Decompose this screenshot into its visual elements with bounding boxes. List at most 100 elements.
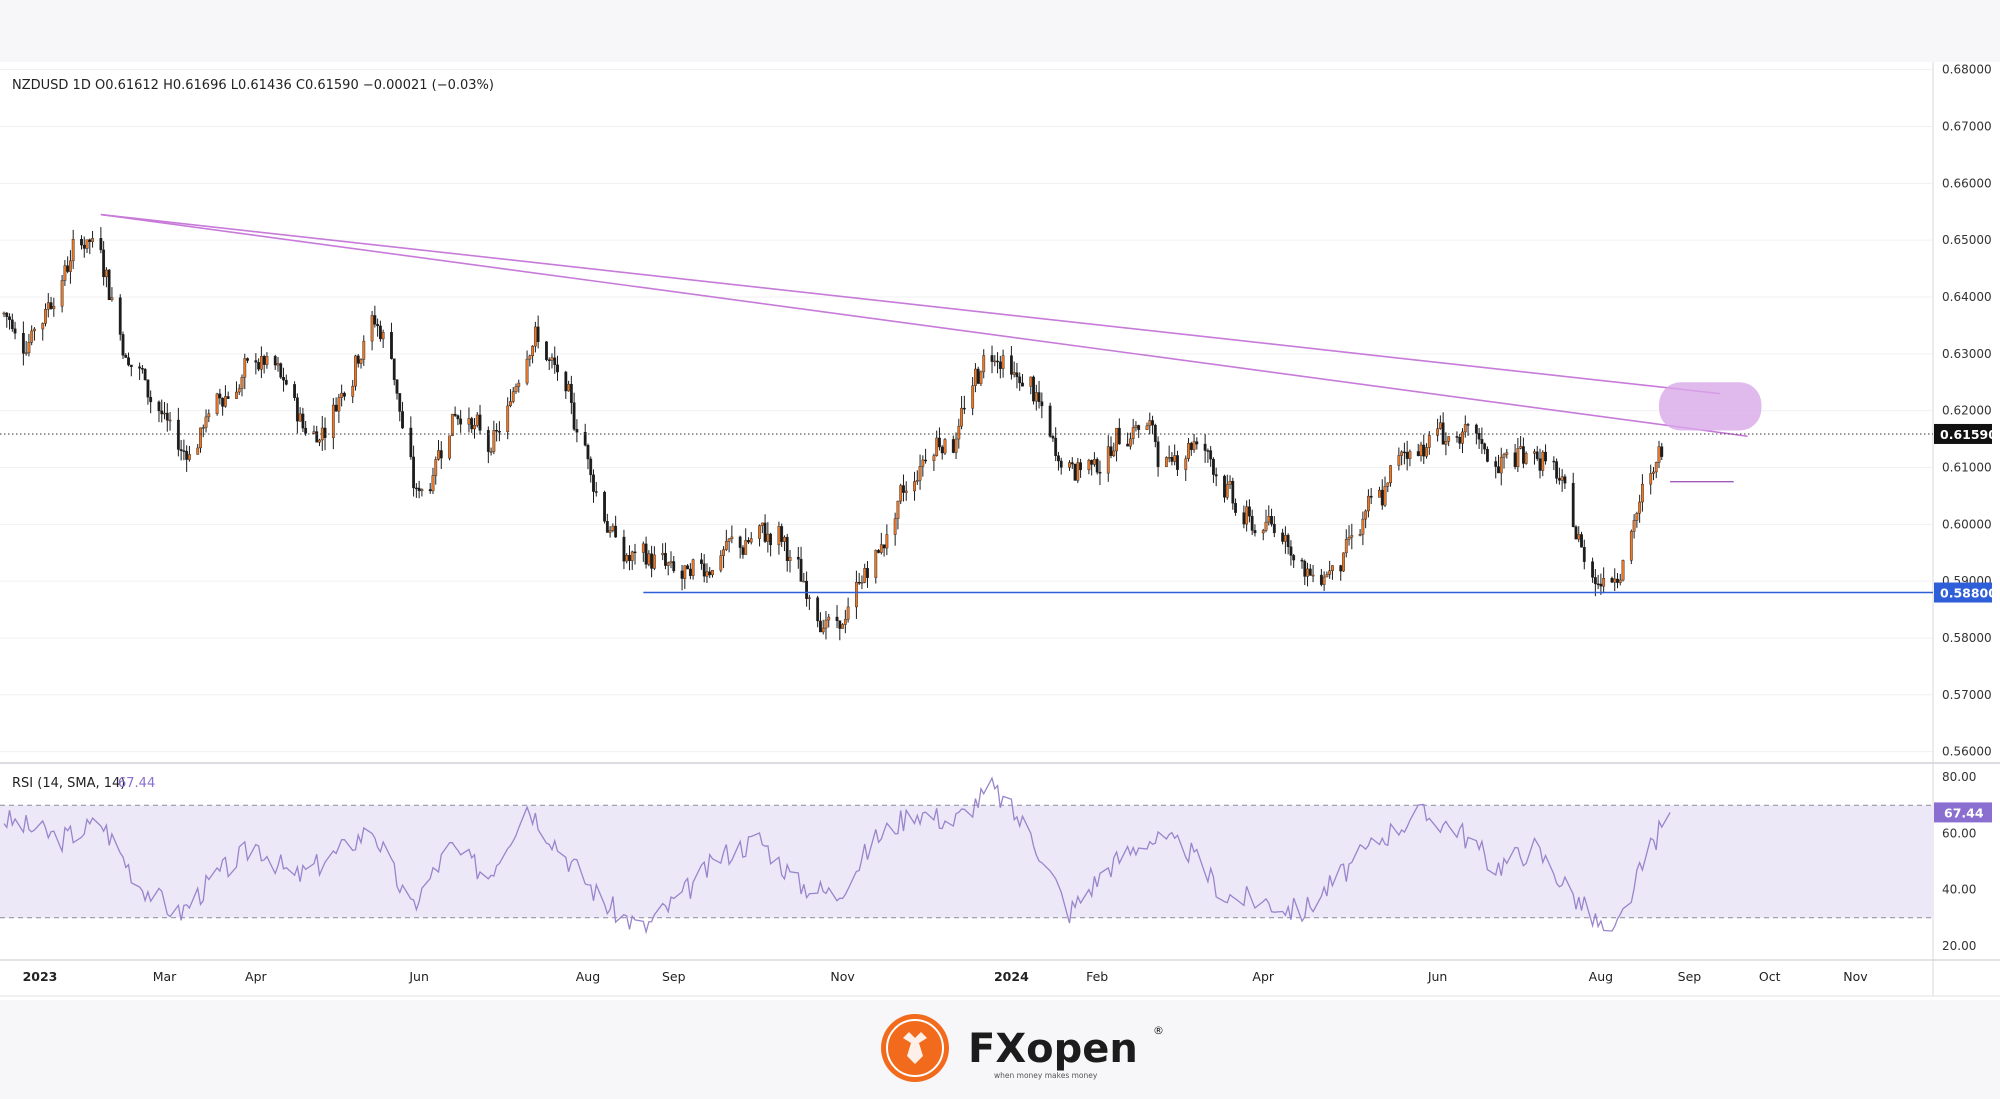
candle-body	[1541, 451, 1545, 471]
candle	[1057, 451, 1060, 471]
candle-body	[545, 341, 548, 360]
candle-body	[157, 401, 161, 412]
candle	[1397, 447, 1401, 471]
candle	[489, 447, 493, 456]
candle	[312, 425, 316, 435]
candle-body	[1051, 436, 1055, 439]
candle-body	[904, 490, 908, 493]
candle	[1112, 442, 1116, 458]
candle	[295, 393, 299, 434]
candle-body	[1438, 422, 1442, 429]
candle	[998, 355, 1002, 379]
candle-body	[1474, 424, 1478, 434]
candle	[990, 345, 994, 374]
candle-body	[1214, 474, 1218, 477]
candle	[1427, 431, 1431, 455]
time-tick-label: Jun	[408, 969, 429, 984]
candle-body	[69, 260, 72, 272]
candle	[1535, 446, 1539, 461]
candle	[1632, 514, 1636, 539]
candle	[1629, 529, 1633, 565]
candle	[373, 305, 377, 328]
candle-body	[1616, 578, 1619, 583]
candle-body	[896, 500, 900, 519]
nzdusd-chart[interactable]: 0.68000 0.67000 0.66000 0.65000 0.64000 0.630…	[0, 0, 2000, 1000]
candle-body	[608, 530, 612, 533]
candle-body	[924, 459, 928, 462]
candle	[592, 469, 595, 503]
candle	[705, 563, 709, 583]
candle	[467, 407, 471, 433]
candle	[1289, 540, 1293, 566]
candle-body	[243, 358, 247, 378]
candle-body	[1029, 376, 1033, 387]
candle	[835, 605, 839, 629]
candle-body	[760, 522, 764, 526]
time-tick-label: Nov	[1843, 969, 1868, 984]
candle-body	[146, 379, 150, 398]
price-tick-label: 0.56000	[1942, 745, 1992, 759]
candle-body	[412, 456, 416, 489]
candle	[885, 524, 889, 556]
candle	[1281, 528, 1285, 545]
candle	[1400, 450, 1404, 466]
candle-body	[1145, 425, 1149, 430]
candle-body	[8, 316, 11, 321]
candle	[702, 554, 706, 583]
candle-body	[1635, 513, 1639, 521]
candle-body	[913, 481, 916, 492]
candle-body	[1533, 451, 1536, 454]
candle-body	[1486, 448, 1489, 462]
candle-body	[1245, 506, 1249, 525]
candle	[215, 392, 219, 416]
candle-body	[652, 554, 656, 569]
candle	[788, 549, 792, 573]
rsi-title[interactable]: RSI (14, SMA, 14)	[12, 776, 125, 791]
candle-body	[273, 356, 277, 366]
candle-body	[586, 445, 590, 460]
candle	[44, 303, 47, 327]
candle	[536, 315, 540, 349]
candle	[1455, 431, 1459, 443]
candle	[841, 623, 844, 629]
candle	[863, 563, 867, 584]
symbol-legend[interactable]: NZDUSD 1D O0.61612 H0.61696 L0.61436 C0.…	[12, 78, 494, 93]
candle-body	[188, 454, 191, 460]
candle	[453, 406, 457, 418]
candle-body	[91, 238, 94, 242]
candle	[996, 352, 999, 374]
candle	[1538, 448, 1542, 479]
time-tick-label: 2024	[994, 969, 1029, 984]
candle	[517, 379, 521, 393]
candle	[1032, 375, 1035, 405]
candle-body	[741, 547, 745, 555]
candle-body	[176, 419, 180, 450]
candle-body	[1344, 539, 1348, 554]
candle	[1580, 531, 1583, 548]
candle	[118, 294, 122, 341]
candle-body	[376, 324, 380, 327]
time-tick-label: 2023	[23, 969, 58, 984]
candle	[331, 397, 335, 450]
resistance-zone	[1659, 382, 1762, 431]
candle-body	[1466, 424, 1470, 426]
time-tick-label: Aug	[1589, 969, 1613, 984]
candle	[2, 311, 6, 318]
candle	[179, 440, 183, 461]
candle-body	[1652, 471, 1655, 474]
candle	[478, 404, 482, 435]
candle	[605, 513, 609, 533]
candle	[719, 550, 723, 573]
candle	[1652, 466, 1655, 481]
candle-body	[611, 525, 615, 531]
candle	[165, 403, 169, 432]
candle	[60, 274, 64, 313]
candle-body	[420, 489, 424, 492]
candle-body	[1001, 355, 1005, 369]
candle-body	[470, 418, 474, 430]
candle	[1245, 500, 1249, 532]
candle	[1234, 498, 1237, 516]
candle	[1018, 372, 1022, 391]
time-tick-label: Oct	[1759, 969, 1781, 984]
candle-body	[747, 540, 750, 543]
